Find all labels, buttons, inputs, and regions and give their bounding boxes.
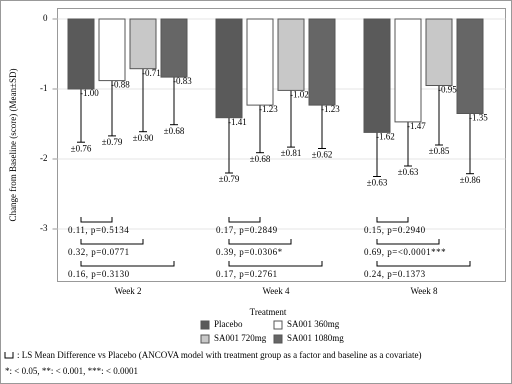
x-tick-label: Week 4 <box>262 286 290 296</box>
value-label: -1.41 <box>228 117 247 127</box>
value-label: -0.88 <box>111 80 130 90</box>
value-label: -1.00 <box>80 88 99 98</box>
bar <box>456 18 484 114</box>
legend-label: SA001 720mg <box>214 333 267 343</box>
comparison-label: 0.69, p=<0.0001*** <box>364 247 446 257</box>
value-label: -1.23 <box>259 104 278 114</box>
comparison-label: 0.32, p=0.0771 <box>68 247 130 257</box>
y-tick-label: -3 <box>40 223 48 233</box>
bar <box>160 18 188 78</box>
bracket <box>80 239 144 245</box>
value-label: -1.23 <box>321 104 340 114</box>
legend-swatch <box>200 320 210 330</box>
error-label: ±0.63 <box>367 178 388 188</box>
bar <box>215 18 243 119</box>
bar <box>129 18 157 70</box>
bar <box>425 18 453 86</box>
error-label: ±0.90 <box>133 133 154 143</box>
y-axis-label: Change from Baseline (score) (Mean±SD) <box>8 69 18 222</box>
x-tick-label: Week 2 <box>114 286 141 296</box>
legend-label: SA001 1080mg <box>287 333 344 343</box>
error-label: ±0.79 <box>102 137 123 147</box>
bracket <box>228 239 292 245</box>
footnote: : LS Mean Difference vs Placebo (ANCOVA … <box>17 350 422 360</box>
legend-title: Treatment <box>250 307 287 317</box>
bar <box>98 18 126 82</box>
bar <box>277 18 305 91</box>
value-label: -0.95 <box>438 85 457 95</box>
y-tick-label: -2 <box>40 153 48 163</box>
bar <box>67 18 95 90</box>
comparison-label: 0.15, p=0.2940 <box>364 225 426 235</box>
bar <box>363 18 391 133</box>
comparison-label: 0.11, p=0.5134 <box>68 225 129 235</box>
value-label: -1.62 <box>376 131 395 141</box>
bracket <box>228 261 323 267</box>
bracket-icon <box>4 352 14 359</box>
value-label: -1.02 <box>290 89 309 99</box>
error-label: ±0.68 <box>164 126 185 136</box>
bracket <box>376 217 409 223</box>
comparison-label: 0.39, p=0.0306* <box>216 247 283 257</box>
value-label: -0.83 <box>173 76 192 86</box>
error-label: ±0.76 <box>71 143 92 153</box>
error-label: ±0.85 <box>429 146 450 156</box>
legend-swatch <box>200 334 210 344</box>
legend-swatch <box>273 320 283 330</box>
legend-swatch <box>273 334 283 344</box>
error-label: ±0.62 <box>312 150 333 160</box>
y-tick-label: -1 <box>40 83 48 93</box>
value-label: -1.35 <box>469 113 488 123</box>
legend-label: Placebo <box>214 319 243 329</box>
x-tick-label: Week 8 <box>410 286 438 296</box>
error-label: ±0.79 <box>219 174 240 184</box>
bracket <box>376 239 440 245</box>
comparison-label: 0.24, p=0.1373 <box>364 269 426 279</box>
y-tick-label: 0 <box>43 13 48 23</box>
bracket <box>228 217 261 223</box>
comparison-label: 0.16, p=0.3130 <box>68 269 130 279</box>
comparison-label: 0.17, p=0.2761 <box>216 269 278 279</box>
plot-frame <box>57 8 506 282</box>
legend-label: SA001 360mg <box>287 319 340 329</box>
error-label: ±0.81 <box>281 148 302 158</box>
error-label: ±0.86 <box>460 175 481 185</box>
value-label: -0.71 <box>142 68 161 78</box>
bracket <box>80 217 113 223</box>
footnote: *: < 0.05, **: < 0.001, ***: < 0.0001 <box>5 366 138 376</box>
bar <box>394 18 422 123</box>
bar <box>246 18 274 106</box>
value-label: -1.47 <box>407 121 426 131</box>
error-label: ±0.68 <box>250 154 271 164</box>
bracket <box>80 261 175 267</box>
bracket <box>376 261 471 267</box>
error-label: ±0.63 <box>398 167 419 177</box>
comparison-label: 0.17, p=0.2849 <box>216 225 278 235</box>
bar <box>308 18 336 106</box>
